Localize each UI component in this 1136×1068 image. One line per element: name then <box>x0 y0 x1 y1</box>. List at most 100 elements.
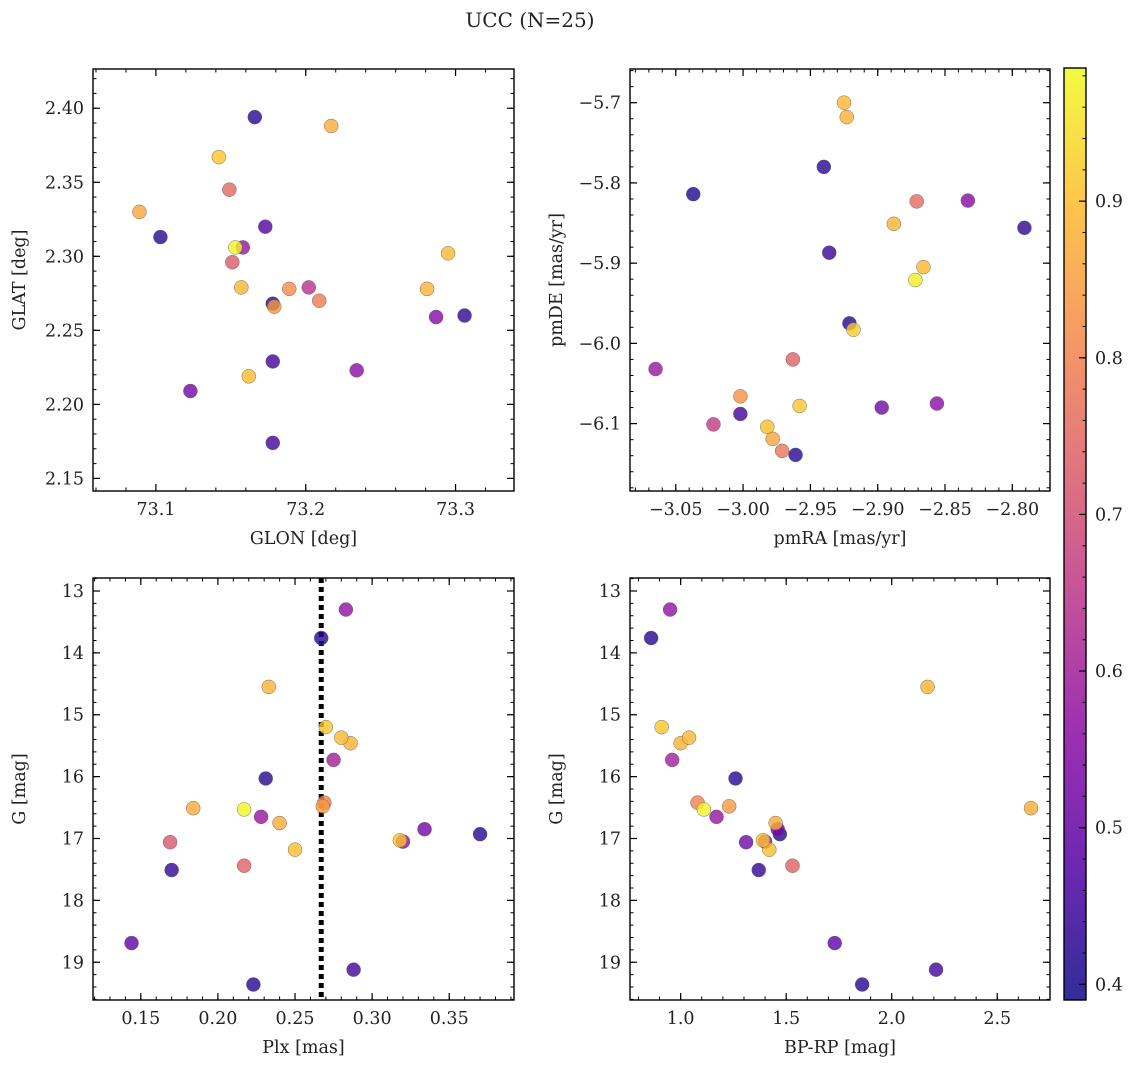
scatter-point <box>236 858 252 873</box>
scatter-point <box>326 752 341 768</box>
scatter-point <box>643 630 659 646</box>
x-tick-label: 2.5 <box>983 1009 1011 1029</box>
scatter-point <box>349 363 364 378</box>
y-tick-label: −6.1 <box>579 415 622 435</box>
y-axis-label: GLAT [deg] <box>10 230 30 331</box>
scatter-point <box>785 858 800 873</box>
x-tick-label: 73.2 <box>286 500 325 520</box>
scatter-point <box>846 322 861 337</box>
y-tick-label: −5.8 <box>579 174 622 194</box>
x-tick-label: −2.80 <box>985 500 1039 520</box>
scatter-point <box>836 95 852 110</box>
scatter-point <box>346 962 361 977</box>
y-tick-label: 2.30 <box>45 247 84 267</box>
x-tick-label: −2.95 <box>784 500 838 520</box>
scatter-point <box>164 862 179 878</box>
x-axis-label: Plx [mas] <box>262 1038 344 1058</box>
scatter-point <box>788 447 803 463</box>
scatter-point <box>755 833 771 848</box>
scatter-point <box>282 281 297 297</box>
scatter-point <box>236 802 252 817</box>
scatter-point <box>706 417 721 432</box>
scatter-point <box>472 826 488 842</box>
points <box>648 95 1032 463</box>
scatter-point <box>792 398 807 414</box>
scatter-point <box>874 400 889 415</box>
scatter-point <box>417 822 432 837</box>
y-tick-label: 2.25 <box>45 321 84 341</box>
scatter-point <box>665 752 680 768</box>
colorbar-tick-label: 0.8 <box>1095 349 1123 369</box>
scatter-point <box>318 719 334 735</box>
scatter-point <box>315 799 330 814</box>
plot-frame <box>92 68 515 492</box>
scatter-point <box>228 240 243 255</box>
plot-frame <box>92 577 515 1001</box>
plot-frame <box>629 577 1051 1001</box>
scatter-point <box>324 118 339 134</box>
scatter-point <box>419 281 435 297</box>
y-tick-label: 15 <box>599 706 621 726</box>
scatter-point <box>648 361 663 377</box>
scatter-point <box>920 679 935 695</box>
panel-glon-glat: 73.1 73.2 73.3 2.15 2.20 2.25 2.30 2.35 2.40 GLON… <box>10 68 515 549</box>
scatter-point <box>225 255 240 270</box>
y-tick-label: 2.15 <box>45 469 84 489</box>
y-tick-label: 2.40 <box>45 99 84 119</box>
scatter-point <box>886 216 902 232</box>
scatter-point <box>287 842 303 857</box>
scatter-point <box>960 193 976 208</box>
y-axis-label: G [mag] <box>547 753 567 824</box>
panel-plx-g: 0.15 0.20 0.25 0.30 0.35 13 14 15 16 17 18 19 Plx [m… <box>10 577 515 1058</box>
scatter-point <box>183 383 198 399</box>
colorbar-frame <box>1063 67 1087 1001</box>
x-tick-label: 0.30 <box>353 1009 392 1029</box>
x-tick-label: −3.00 <box>716 500 770 520</box>
scatter-point <box>314 630 329 646</box>
y-tick-label: 2.20 <box>45 395 84 415</box>
colorbar-tick-label: 0.5 <box>1095 819 1123 839</box>
scatter-point <box>738 835 754 850</box>
scatter-point <box>929 396 945 411</box>
scatter-point <box>153 229 168 245</box>
scatter-point <box>1023 800 1039 816</box>
scatter-point <box>253 809 269 825</box>
scatter-point <box>765 431 780 447</box>
y-tick-label: 13 <box>62 582 84 602</box>
points <box>643 602 1039 992</box>
scatter-point <box>785 352 801 367</box>
scatter-point <box>733 389 748 404</box>
x-tick-label: −3.05 <box>649 500 703 520</box>
scatter-point <box>768 815 783 831</box>
scatter-point <box>267 299 282 314</box>
x-tick-label: 2.0 <box>878 1009 906 1029</box>
x-tick-label: 73.1 <box>136 500 175 520</box>
scatter-point <box>258 771 273 786</box>
x-axis-label: BP-RP [mag] <box>784 1038 896 1058</box>
scatter-point <box>272 815 287 831</box>
x-tick-label: 0.35 <box>430 1009 469 1029</box>
scatter-point <box>916 259 931 275</box>
scatter-point <box>681 730 697 745</box>
scatter-point <box>457 308 472 323</box>
y-tick-label: 17 <box>62 830 84 850</box>
scatter-point <box>162 835 178 850</box>
scatter-point <box>258 219 273 234</box>
scatter-point <box>774 443 790 459</box>
scatter-point <box>686 186 701 202</box>
scatter-point <box>662 602 678 617</box>
scatter-point <box>928 962 944 977</box>
scatter-point <box>721 799 737 814</box>
scatter-point <box>392 833 408 848</box>
scatter-point <box>428 309 444 325</box>
scatter-point <box>909 194 924 209</box>
y-tick-label: −5.7 <box>579 94 622 114</box>
panel-bprp-g: 1.0 1.5 2.0 2.5 13 14 15 16 17 18 19 BP-RP [mag] G [… <box>547 577 1051 1058</box>
scatter-point <box>654 719 669 735</box>
colorbar-gradient <box>1064 68 1086 1000</box>
scatter-point <box>334 730 349 745</box>
x-tick-label: −2.85 <box>918 500 972 520</box>
scatter-point <box>760 419 775 435</box>
scatter-point <box>440 246 456 261</box>
